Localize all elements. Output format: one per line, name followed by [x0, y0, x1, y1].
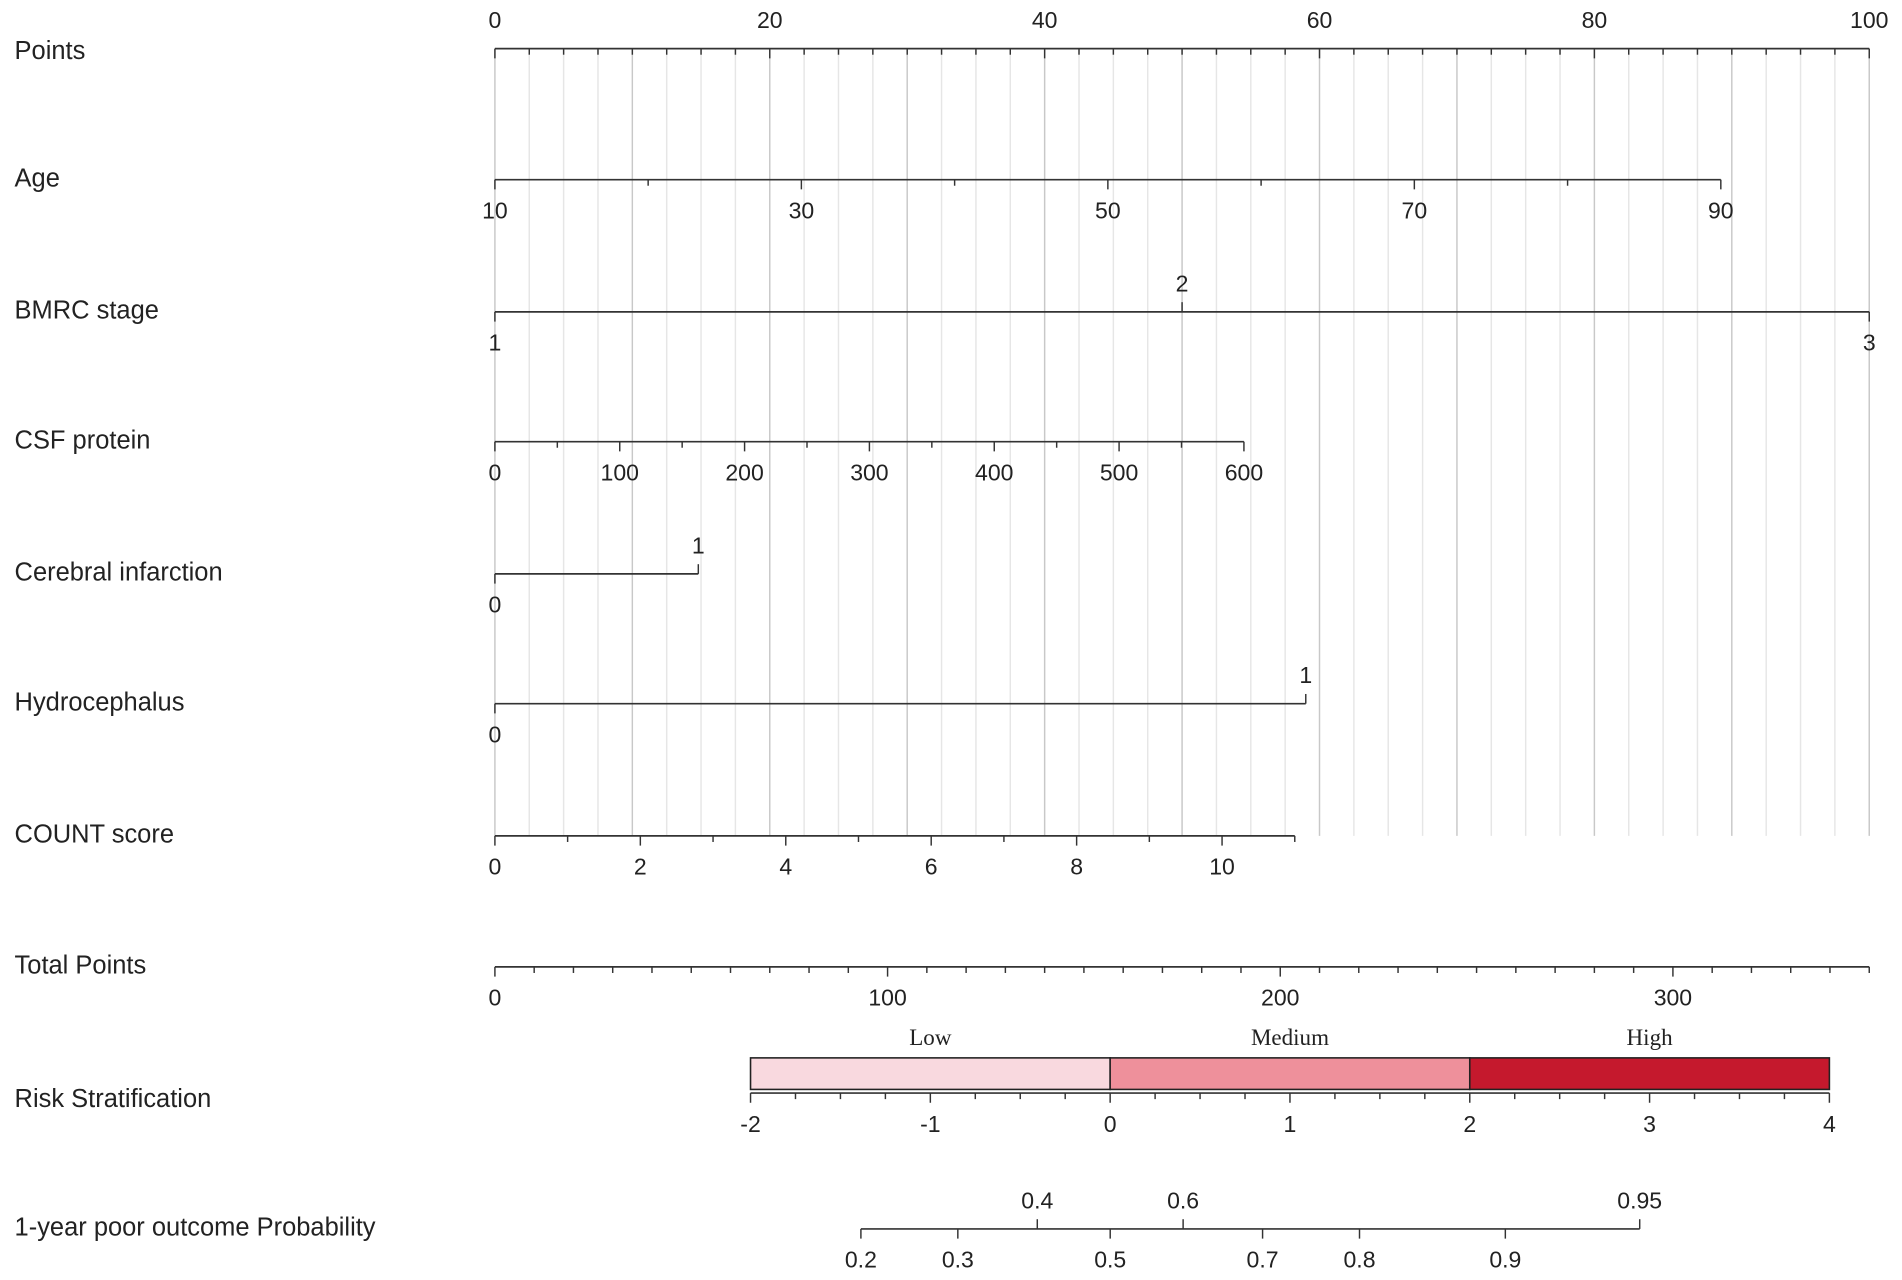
row-label: Total Points [15, 952, 147, 980]
tick-label: 0.6 [1167, 1187, 1199, 1213]
row-label: Points [15, 37, 86, 65]
risk-band [1109, 1057, 1471, 1091]
tick-label: 0 [1104, 1111, 1117, 1137]
tick-label: 2 [1463, 1111, 1476, 1137]
tick-label: 30 [789, 198, 815, 224]
tick-label: 50 [1095, 198, 1121, 224]
tick-label: 90 [1708, 198, 1734, 224]
tick-label: 400 [975, 460, 1013, 486]
tick-label: 0.95 [1617, 1187, 1662, 1213]
tick-label: 0 [489, 7, 502, 33]
row-label: BMRC stage [15, 297, 159, 325]
tick-label: 0 [489, 722, 502, 748]
tick-label: 500 [1100, 460, 1138, 486]
tick-label: 0.7 [1247, 1247, 1279, 1273]
tick-label: 0.2 [845, 1247, 877, 1273]
tick-label: 200 [725, 460, 763, 486]
tick-label: 10 [482, 198, 508, 224]
tick-label: 200 [1261, 985, 1299, 1011]
tick-label: 0 [489, 592, 502, 618]
tick-label: 0.9 [1489, 1247, 1521, 1273]
tick-label: 80 [1582, 7, 1608, 33]
tick-label: 10 [1209, 854, 1235, 880]
tick-label: 4 [779, 854, 792, 880]
row-label: COUNT score [15, 821, 174, 849]
tick-label: 0.4 [1021, 1187, 1053, 1213]
tick-label: 3 [1643, 1111, 1656, 1137]
tick-label: 60 [1307, 7, 1333, 33]
tick-label: 70 [1402, 198, 1428, 224]
tick-label: 100 [601, 460, 639, 486]
tick-label: 2 [1176, 270, 1189, 296]
row-label: Age [15, 164, 60, 192]
tick-label: 0 [489, 985, 502, 1011]
row-label: 1-year poor outcome Probability [15, 1214, 376, 1242]
tick-label: 300 [850, 460, 888, 486]
tick-label: 100 [868, 985, 906, 1011]
tick-label: 3 [1863, 330, 1876, 356]
row-label: Risk Stratification [15, 1085, 212, 1113]
tick-label: 4 [1823, 1111, 1836, 1137]
tick-label: 0 [489, 460, 502, 486]
tick-label: 6 [925, 854, 938, 880]
tick-label: 1 [489, 330, 502, 356]
risk-band [1468, 1057, 1831, 1091]
tick-label: 40 [1032, 7, 1058, 33]
tick-label: 2 [634, 854, 647, 880]
band-label: Low [909, 1024, 952, 1050]
risk-band [749, 1057, 1111, 1091]
tick-label: 1 [1299, 662, 1312, 688]
tick-label: 0.8 [1343, 1247, 1375, 1273]
tick-label: 8 [1070, 854, 1083, 880]
row-label: Cerebral infarction [15, 559, 223, 587]
row-label: Hydrocephalus [15, 688, 185, 716]
tick-label: 600 [1225, 460, 1263, 486]
row-label: CSF protein [15, 426, 151, 454]
tick-label: 0.3 [942, 1247, 974, 1273]
band-label: High [1627, 1024, 1674, 1050]
tick-label: 1 [692, 532, 705, 558]
tick-label: -1 [920, 1111, 940, 1137]
tick-label: 0 [489, 854, 502, 880]
tick-label: 300 [1654, 985, 1692, 1011]
tick-label: 100 [1850, 7, 1888, 33]
tick-label: 0.5 [1094, 1247, 1126, 1273]
tick-label: -2 [740, 1111, 760, 1137]
tick-label: 20 [757, 7, 783, 33]
band-label: Medium [1251, 1024, 1329, 1050]
tick-label: 1 [1284, 1111, 1297, 1137]
